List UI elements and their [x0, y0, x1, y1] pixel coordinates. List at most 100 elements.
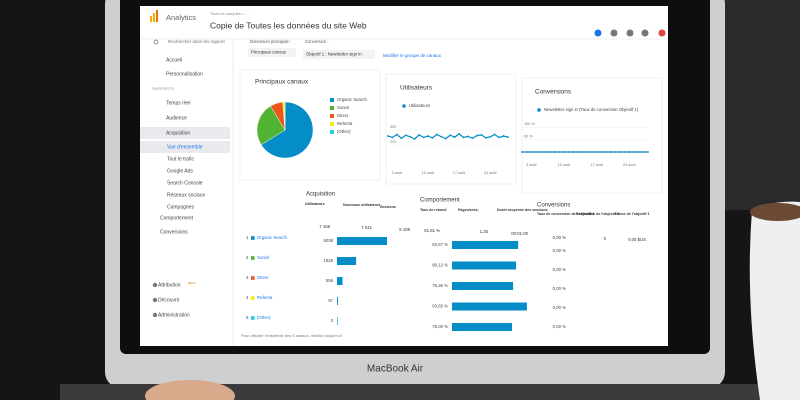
nav-item[interactable]: Vue d'ensemble — [167, 144, 203, 150]
bounce-bar — [452, 282, 514, 290]
analytics-ui: Analytics Tous les comptes > ... Copie de … — [140, 10, 668, 346]
total-value: 7 041 — [361, 225, 372, 230]
top-icon[interactable] — [594, 29, 602, 37]
hand — [145, 380, 235, 400]
pie-slice — [256, 105, 286, 146]
column-header: Utilisateurs — [305, 202, 325, 206]
conversion-value: 0,00 % — [553, 305, 567, 310]
line-point — [484, 136, 487, 139]
nav-item[interactable]: Acquisition — [166, 130, 190, 136]
channel-name[interactable]: Organic Search — [257, 235, 287, 240]
breadcrumb: Tous les comptes > ... — [210, 11, 249, 16]
line-point — [427, 135, 429, 137]
nav-item[interactable]: Réseaux sociaux — [167, 192, 206, 198]
column-header: Valeur de l'objectif 1 — [615, 212, 650, 216]
bounce-value: 93,65 % — [432, 304, 448, 309]
nav-item[interactable]: Campagnes — [167, 204, 194, 210]
dropdown[interactable] — [303, 50, 375, 59]
users-value: 97 — [328, 298, 333, 303]
nav-item[interactable]: Administration — [158, 312, 190, 318]
chart-title: Conversions — [535, 89, 572, 96]
top-icon[interactable] — [641, 29, 649, 37]
line-point — [502, 135, 505, 137]
search-box: Rechercher dans les rapport — [168, 39, 226, 44]
line-point — [549, 151, 551, 153]
line-point — [418, 133, 421, 136]
nav-item[interactable]: Temps réel — [166, 100, 190, 106]
column-header: Taux de rebond — [420, 208, 447, 212]
total-value: 0,00 % — [553, 235, 567, 240]
line-point — [586, 151, 589, 153]
line-point — [400, 137, 403, 140]
x-tick-label: 24 août — [623, 163, 637, 167]
line-point — [530, 151, 533, 153]
legend-swatch — [330, 114, 334, 118]
pie-slice — [260, 101, 314, 159]
nav-item[interactable]: Tout le trafic — [167, 156, 194, 162]
top-icon[interactable] — [658, 29, 666, 37]
channel-swatch — [251, 316, 255, 320]
nav-item[interactable]: Découvrir — [158, 297, 180, 303]
line-point — [595, 151, 598, 153]
channel-name[interactable]: Social — [257, 255, 269, 260]
laptop-brand: MacBook Air — [367, 364, 424, 375]
conversion-value: 0,00 % — [553, 248, 567, 253]
users-value: 1925 — [323, 258, 333, 263]
line-point — [435, 133, 438, 136]
line-point — [444, 137, 447, 140]
nav-item[interactable]: Conversions — [160, 229, 188, 235]
bounce-bar — [452, 261, 517, 270]
line-point — [535, 151, 537, 153]
column-header: Réalisation de l'objectif 1 — [576, 212, 619, 216]
y-tick-label: 200 — [390, 140, 396, 144]
line-point — [619, 151, 621, 153]
users-bar — [337, 257, 357, 265]
line-point — [609, 151, 612, 153]
x-tick-label: 3 août — [392, 171, 404, 175]
line-point — [558, 151, 561, 153]
nav-item[interactable]: Audience — [166, 115, 187, 121]
bounce-value: 80,12 % — [432, 263, 448, 268]
users-value: 556 — [326, 278, 334, 283]
channel-name[interactable]: Direct — [257, 275, 269, 280]
legend-swatch — [330, 106, 334, 110]
channel-swatch — [251, 236, 255, 240]
line-point — [404, 134, 407, 137]
nav-item[interactable]: Search Console — [167, 180, 203, 186]
dropdown[interactable] — [248, 48, 296, 57]
legend-label: Newsletter sign in (Taux de conversion O… — [544, 107, 639, 112]
line-point — [577, 151, 579, 153]
product-name: Analytics — [166, 13, 196, 22]
mug — [749, 201, 800, 400]
nav-item[interactable]: Accueil — [166, 57, 182, 63]
column-header: Durée moyenne des sessions — [497, 208, 548, 212]
channel-name[interactable]: (Other) — [257, 315, 271, 320]
top-icon[interactable] — [626, 29, 634, 37]
total-value: 81,81 % — [424, 228, 440, 233]
page-title: Copie de Toutes les données du site Web — [210, 20, 367, 30]
legend-swatch — [330, 122, 334, 126]
line-point — [431, 136, 434, 139]
legend-label: Social — [337, 105, 349, 110]
beta-badge: BETA — [188, 281, 196, 285]
total-value: 1,35 — [480, 229, 489, 234]
line-point — [572, 151, 575, 153]
channel-name[interactable]: Referral — [257, 295, 272, 300]
line-point — [458, 132, 461, 135]
nav-item[interactable]: Personnalisation — [166, 71, 203, 77]
legend-label: Referral — [337, 121, 352, 126]
nav-item[interactable]: Comportement — [160, 215, 194, 221]
legend-label: Utilisateurs — [409, 103, 430, 108]
line-point — [614, 151, 617, 153]
control-label: Conversion : — [305, 39, 329, 44]
nav-item[interactable]: Google Ads — [167, 168, 193, 174]
line-point — [409, 135, 412, 138]
bounce-bar — [452, 302, 527, 311]
edit-link[interactable]: Modifier le groupe de canaux — [383, 53, 442, 58]
line-point — [493, 133, 496, 136]
top-icon[interactable] — [610, 29, 618, 37]
line-point — [498, 136, 501, 139]
x-tick-label: 17 août — [453, 171, 467, 175]
nav-item[interactable]: Attribution — [158, 282, 181, 288]
